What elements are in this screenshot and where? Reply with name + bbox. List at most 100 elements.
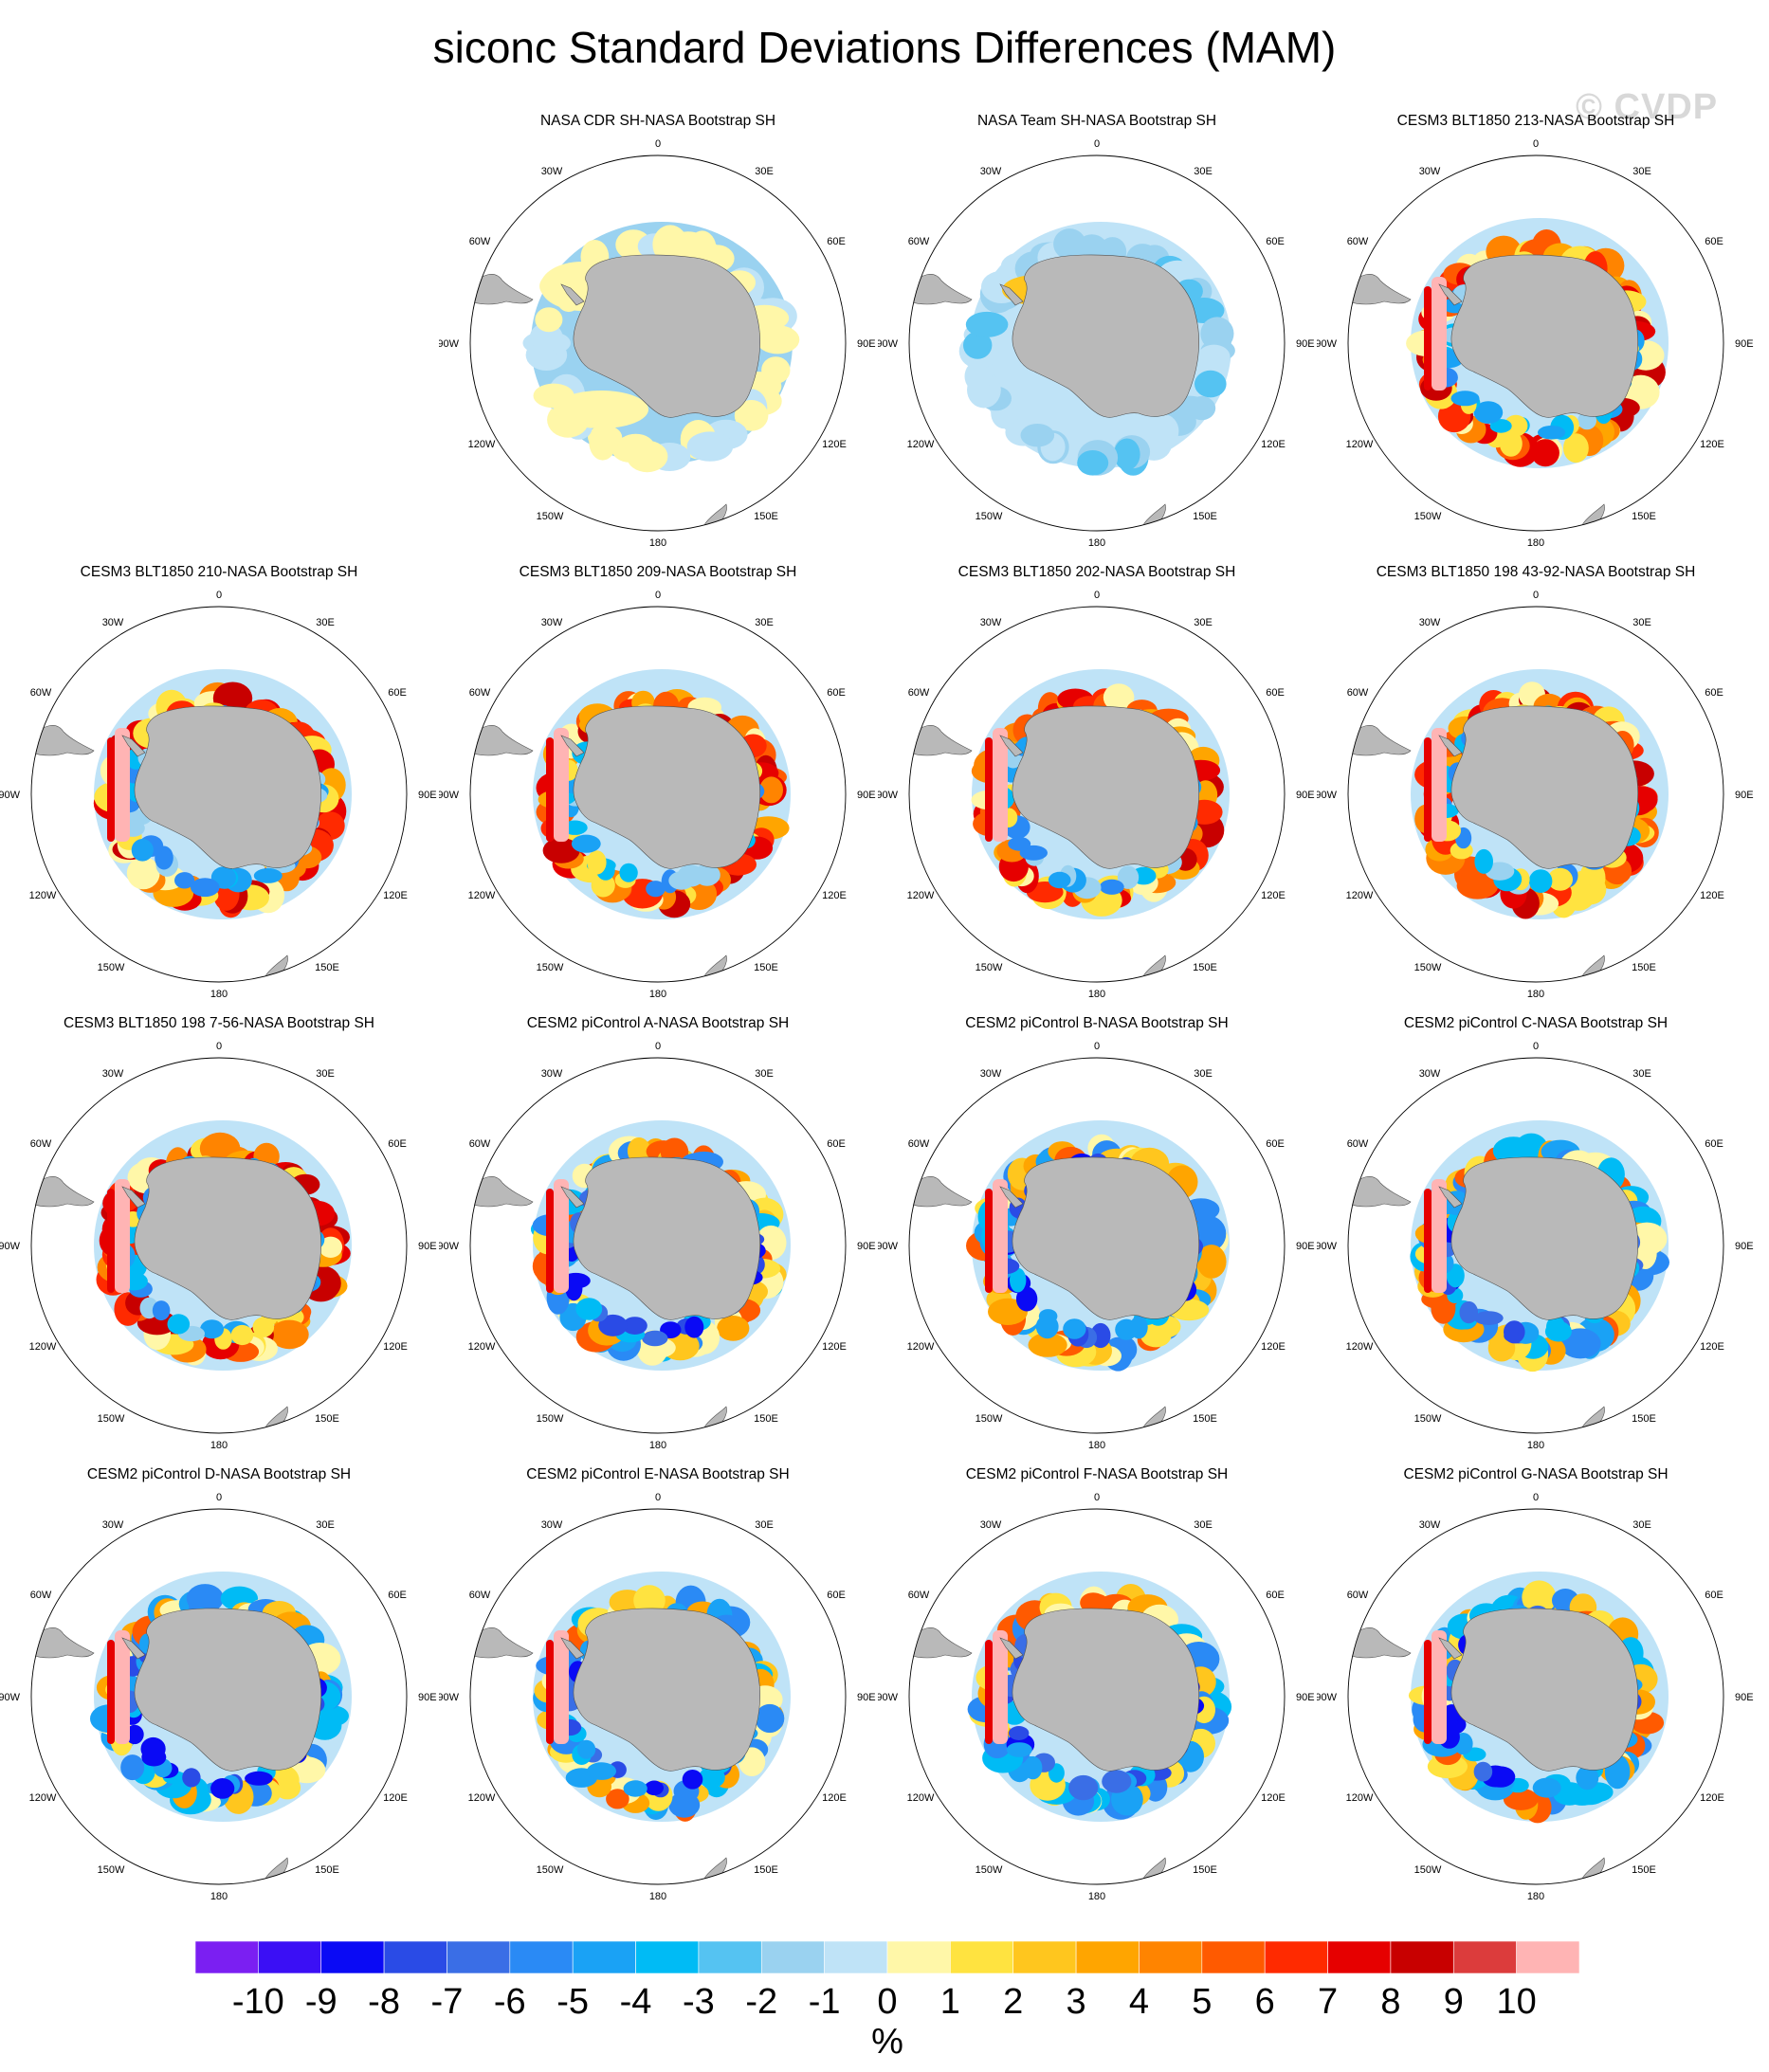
longitude-label: 60W	[1347, 236, 1369, 247]
polar-map: 0 30E 60E 90E 120E 150E 180 150W 120W 90W 60W 30W	[439, 1041, 876, 1451]
map-panel: CESM2 piControl B-NASA Bootstrap SH 0 30E 6…	[878, 1014, 1316, 1460]
longitude-label: 60E	[388, 687, 407, 699]
longitude-label: 30E	[755, 1068, 774, 1080]
polar-map: 0 30E 60E 90E 120E 150E 180 150W 120W 90W 60W 30W	[0, 590, 437, 1000]
longitude-label: 150E	[754, 1413, 778, 1425]
map-border	[1347, 1508, 1724, 1885]
longitude-label: 60W	[908, 236, 930, 247]
longitude-label: 120E	[822, 439, 847, 450]
longitude-label: 30W	[980, 617, 1002, 628]
longitude-label: 60E	[827, 1138, 846, 1150]
panel-title: CESM2 piControl A-NASA Bootstrap SH	[526, 1015, 790, 1031]
longitude-label: 90E	[1735, 790, 1754, 801]
longitude-label: 180	[649, 1440, 666, 1451]
map-border	[1347, 154, 1724, 532]
longitude-label: 150W	[976, 1413, 1003, 1425]
longitude-label: 30W	[102, 1519, 124, 1531]
longitude-label: 90E	[418, 1241, 437, 1252]
polar-map: 0 30E 60E 90E 120E 150E 180 150W 120W 90W 60W 30W	[878, 590, 1315, 1000]
colorbar-tick-label: 6	[1254, 1982, 1275, 2022]
colorbar-swatch	[1075, 1941, 1140, 1973]
longitude-label: 90E	[1735, 1692, 1754, 1703]
map-border	[908, 1057, 1286, 1434]
longitude-label: 90W	[1317, 1692, 1338, 1703]
longitude-label: 30W	[1419, 617, 1441, 628]
panel-title: CESM2 piControl B-NASA Bootstrap SH	[965, 1015, 1229, 1031]
map-border	[1347, 606, 1724, 983]
longitude-label: 0	[1533, 1492, 1539, 1503]
longitude-label: 30E	[1194, 166, 1213, 177]
longitude-label: 30E	[1194, 1519, 1213, 1531]
longitude-label: 120W	[1346, 1792, 1374, 1804]
longitude-label: 150E	[1632, 1864, 1656, 1876]
longitude-label: 150E	[315, 1413, 339, 1425]
longitude-label: 150E	[754, 511, 778, 522]
longitude-label: 150W	[537, 962, 564, 973]
panel-title: CESM2 piControl F-NASA Bootstrap SH	[965, 1466, 1229, 1482]
longitude-label: 0	[655, 1492, 661, 1503]
map-panel: CESM2 piControl G-NASA Bootstrap SH 0 30E 6…	[1317, 1465, 1755, 1911]
longitude-label: 180	[1088, 1440, 1105, 1451]
longitude-label: 60E	[1705, 236, 1723, 247]
polar-map: 0 30E 60E 90E 120E 150E 180 150W 120W 90W 60W 30W	[439, 590, 876, 1000]
colorbar-tick-label: 3	[1066, 1982, 1086, 2022]
colorbar-tick-label: 4	[1128, 1982, 1150, 2022]
longitude-label: 60E	[1266, 236, 1285, 247]
longitude-label: 120E	[1700, 1341, 1724, 1353]
landmasses	[470, 1608, 788, 1884]
longitude-label: 150E	[1632, 511, 1656, 522]
longitude-label: 120E	[1261, 1792, 1286, 1804]
longitude-label: 120W	[468, 439, 496, 450]
map-border	[1347, 1057, 1724, 1434]
longitude-label: 120W	[907, 439, 935, 450]
colorbar-swatch	[509, 1941, 574, 1973]
longitude-label: 60E	[827, 236, 846, 247]
longitude-label: 60E	[827, 1590, 846, 1601]
longitude-label: 90W	[0, 1241, 21, 1252]
colorbar-units: %	[871, 2022, 903, 2062]
panel-title: CESM3 BLT1850 210-NASA Bootstrap SH	[80, 564, 358, 580]
panel-title: CESM3 BLT1850 209-NASA Bootstrap SH	[519, 564, 797, 580]
longitude-label: 150W	[1414, 1864, 1442, 1876]
longitude-label: 150W	[976, 511, 1003, 522]
longitude-label: 90W	[878, 790, 899, 801]
longitude-label: 150E	[754, 1864, 778, 1876]
longitude-label: 30W	[980, 166, 1002, 177]
map-border	[908, 606, 1286, 983]
colorbar-swatch	[1327, 1941, 1392, 1973]
longitude-label: 30E	[1194, 1068, 1213, 1080]
map-border	[908, 1508, 1286, 1885]
colorbar-tick-label: -9	[304, 1982, 337, 2022]
longitude-label: 180	[210, 989, 228, 1000]
panel-title: CESM3 BLT1850 198 43-92-NASA Bootstrap S…	[1376, 564, 1696, 580]
longitude-label: 150E	[1193, 962, 1217, 973]
colorbar-tick-label: -4	[619, 1982, 652, 2022]
longitude-label: 60E	[1266, 1138, 1285, 1150]
longitude-label: 0	[1094, 1492, 1100, 1503]
map-border	[469, 154, 847, 532]
longitude-label: 60E	[1705, 1590, 1723, 1601]
longitude-label: 150W	[537, 511, 564, 522]
colorbar-swatch	[1452, 1941, 1517, 1973]
longitude-label: 30E	[316, 1068, 335, 1080]
panel-title: CESM3 BLT1850 202-NASA Bootstrap SH	[957, 564, 1236, 580]
map-panel: NASA Team SH-NASA Bootstrap SH 0 30E 60E 90E…	[878, 112, 1316, 557]
longitude-label: 180	[210, 1891, 228, 1902]
longitude-label: 0	[216, 1492, 222, 1503]
longitude-label: 30E	[1632, 166, 1651, 177]
longitude-label: 0	[655, 1041, 661, 1052]
longitude-label: 30E	[1194, 617, 1213, 628]
map-border	[469, 1057, 847, 1434]
longitude-label: 30W	[541, 166, 563, 177]
map-panel: CESM3 BLT1850 213-NASA Bootstrap SH 0 30E 6…	[1317, 112, 1755, 557]
colorbar-tick-label: 8	[1380, 1982, 1401, 2022]
longitude-label: 150E	[1193, 511, 1217, 522]
polar-map: 0 30E 60E 90E 120E 150E 180 150W 120W 90W 60W 30W	[439, 1492, 876, 1902]
longitude-label: 120W	[468, 890, 496, 901]
longitude-label: 90E	[1735, 338, 1754, 350]
longitude-label: 120E	[822, 1792, 847, 1804]
longitude-label: 0	[1533, 138, 1539, 150]
longitude-label: 180	[1527, 989, 1544, 1000]
longitude-label: 120W	[1346, 1341, 1374, 1353]
map-panel: CESM2 piControl D-NASA Bootstrap SH 0 30E 6…	[0, 1465, 438, 1911]
